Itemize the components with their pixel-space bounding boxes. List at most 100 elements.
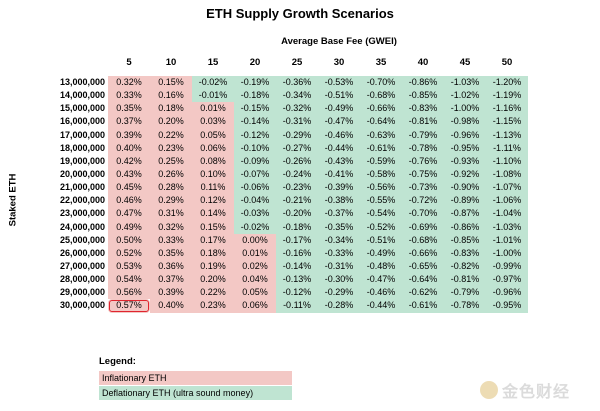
table-cell: 0.18% [192, 246, 234, 260]
table-cell: -1.15% [486, 115, 528, 129]
row-label: 16,000,000 [59, 116, 105, 127]
table-cell: 0.00% [234, 233, 276, 247]
column-headers: 5 10 15 20 25 30 35 40 45 50 [108, 57, 528, 68]
table-cell: 0.37% [108, 115, 150, 129]
table-cell: -0.52% [360, 220, 402, 234]
legend-title: Legend: [99, 356, 136, 367]
table-cell: -0.63% [360, 128, 402, 142]
table-cell: -0.48% [360, 259, 402, 274]
table-cell: -0.21% [276, 194, 318, 208]
watermark: 金色财经 [480, 378, 570, 402]
table-cell: 0.40% [108, 141, 150, 155]
table-cell: -0.79% [444, 286, 486, 300]
table-cell: 0.14% [192, 207, 234, 221]
table-cell: 0.35% [150, 246, 192, 260]
table-cell: -0.95% [444, 141, 486, 155]
table-cell: 0.57% [108, 299, 150, 313]
row-axis-title-wrap: Staked ETH [8, 174, 25, 227]
table-cell: -0.85% [402, 89, 444, 103]
table-cell: -0.26% [276, 154, 318, 168]
column-header: 30 [333, 57, 345, 68]
table-cell: -0.78% [402, 141, 444, 155]
table-cell: -0.75% [402, 167, 444, 182]
table-cell: 0.02% [234, 259, 276, 274]
table-cell: -0.33% [318, 246, 360, 260]
row-label: 30,000,000 [59, 300, 105, 311]
table-cell: -1.11% [486, 141, 528, 155]
watermark-text: 金色财经 [502, 384, 571, 401]
table-cell: 0.04% [234, 273, 276, 287]
data-table: 0.32% 0.15% -0.02% -0.19% -0.36% -0.53% -0.70%… [108, 76, 528, 313]
table-cell: 0.17% [192, 233, 234, 247]
table-cell: -1.08% [486, 167, 528, 182]
table-cell: -0.51% [360, 233, 402, 247]
table-cell: -0.62% [402, 286, 444, 300]
row-label: 21,000,000 [59, 182, 105, 193]
table-cell: -0.20% [276, 207, 318, 221]
table-cell: -1.01% [486, 233, 528, 247]
table-cell: -0.13% [276, 273, 318, 287]
table-cell: -0.18% [276, 220, 318, 234]
row-label: 20,000,000 [59, 168, 105, 179]
table-cell: -1.03% [486, 220, 528, 234]
table-cell: 0.12% [192, 194, 234, 208]
row-label: 14,000,000 [59, 90, 105, 101]
table-cell: -1.04% [486, 207, 528, 221]
table-cell: 0.29% [150, 194, 192, 208]
row-label: 17,000,000 [59, 129, 105, 140]
table-cell: -1.07% [486, 181, 528, 195]
row-label: 19,000,000 [59, 155, 105, 166]
table-cell: -1.02% [444, 89, 486, 103]
table-cell: -0.38% [318, 194, 360, 208]
table-cell: 0.03% [192, 115, 234, 129]
table-cell: 0.40% [150, 299, 192, 313]
table-cell: -1.20% [486, 76, 528, 90]
table-cell: -0.96% [444, 128, 486, 142]
row-label: 15,000,000 [59, 103, 105, 114]
table-cell: -1.03% [444, 76, 486, 90]
table-cell: -0.79% [402, 128, 444, 142]
table-cell: 0.23% [150, 141, 192, 155]
table-cell: 0.47% [108, 207, 150, 221]
table-cell: -0.15% [234, 102, 276, 116]
table-cell: -1.00% [486, 246, 528, 260]
table-cell: 0.01% [192, 102, 234, 116]
table-cell: -0.12% [234, 128, 276, 142]
table-cell: -0.49% [318, 102, 360, 116]
table-cell: 0.05% [234, 286, 276, 300]
table-cell: -0.37% [318, 207, 360, 221]
table-cell: -0.10% [234, 141, 276, 155]
table-cell: 0.22% [192, 286, 234, 300]
table-cell: -0.19% [234, 76, 276, 90]
table-cell: 0.31% [150, 207, 192, 221]
table-cell: 0.15% [150, 76, 192, 90]
table-cell: 0.25% [150, 154, 192, 168]
table-cell: -1.10% [486, 154, 528, 168]
table-cell: -0.70% [402, 207, 444, 221]
table-cell: -0.68% [360, 89, 402, 103]
table-cell: -0.95% [486, 299, 528, 313]
table-cell: -0.72% [402, 194, 444, 208]
table-cell: 0.46% [108, 194, 150, 208]
table-cell: -0.49% [360, 246, 402, 260]
table-cell: 0.52% [108, 246, 150, 260]
table-cell: 0.05% [192, 128, 234, 142]
table-cell: -0.53% [318, 76, 360, 90]
table-cell: -0.04% [234, 194, 276, 208]
table-cell: -0.34% [276, 89, 318, 103]
table-cell: -0.30% [318, 273, 360, 287]
table-cell: -0.64% [360, 115, 402, 129]
table-cell: 0.36% [150, 259, 192, 274]
table-cell: 0.50% [108, 233, 150, 247]
jinse-logo-icon [480, 381, 498, 399]
table-cell: -0.47% [318, 115, 360, 129]
table-cell: -0.86% [402, 76, 444, 90]
row-label: 27,000,000 [59, 260, 105, 271]
table-cell: -0.44% [318, 141, 360, 155]
table-cell: -0.70% [360, 76, 402, 90]
table-cell: -0.23% [276, 181, 318, 195]
table-cell: -0.28% [318, 299, 360, 313]
row-label: 24,000,000 [59, 221, 105, 232]
chart-title: ETH Supply Growth Scenarios [206, 6, 394, 21]
table-cell: -0.14% [234, 115, 276, 129]
